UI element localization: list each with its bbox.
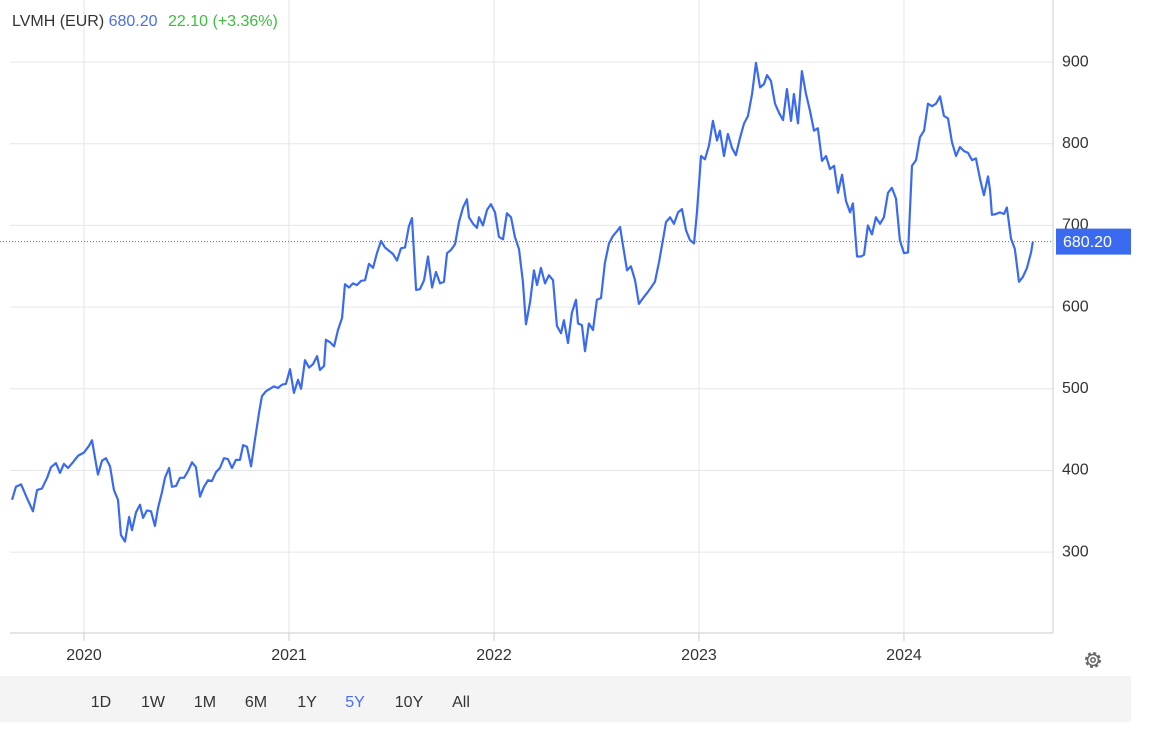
y-tick-label: 900	[1062, 53, 1089, 70]
price: 680.20	[109, 13, 158, 30]
chart-header: LVMH (EUR) 680.20 22.10 (+3.36%)	[12, 13, 278, 30]
toolbar-bg	[0, 676, 1131, 722]
x-tick-label: 2020	[66, 647, 102, 664]
range-button[interactable]: All	[452, 694, 470, 711]
range-button[interactable]: 1W	[141, 694, 166, 711]
chart-title: LVMH (EUR)	[12, 13, 104, 30]
x-tick-label: 2023	[681, 647, 717, 664]
range-button[interactable]: 1Y	[297, 694, 317, 711]
current-price-label: 680.20	[1063, 234, 1112, 251]
y-tick-label: 400	[1062, 462, 1089, 479]
current-price-box	[1056, 228, 1131, 255]
gear-hole	[1090, 657, 1096, 663]
x-tick-label: 2021	[271, 647, 307, 664]
x-tick-label: 2022	[476, 647, 512, 664]
range-button[interactable]: 1M	[194, 694, 216, 711]
y-tick-label: 300	[1062, 543, 1089, 560]
range-button[interactable]: 10Y	[395, 694, 424, 711]
range-button[interactable]: 1D	[91, 694, 111, 711]
range-button[interactable]: 5Y	[345, 694, 365, 711]
range-button[interactable]: 6M	[245, 694, 267, 711]
y-tick-label: 800	[1062, 135, 1089, 152]
price-line	[10, 61, 1034, 543]
y-tick-label: 600	[1062, 298, 1089, 315]
y-tick-label: 500	[1062, 380, 1089, 397]
change: 22.10 (+3.36%)	[168, 13, 278, 30]
gear-body	[1086, 653, 1100, 667]
x-tick-label: 2024	[886, 647, 922, 664]
settings-icon[interactable]	[1085, 652, 1101, 668]
gear-teeth	[1085, 652, 1101, 668]
